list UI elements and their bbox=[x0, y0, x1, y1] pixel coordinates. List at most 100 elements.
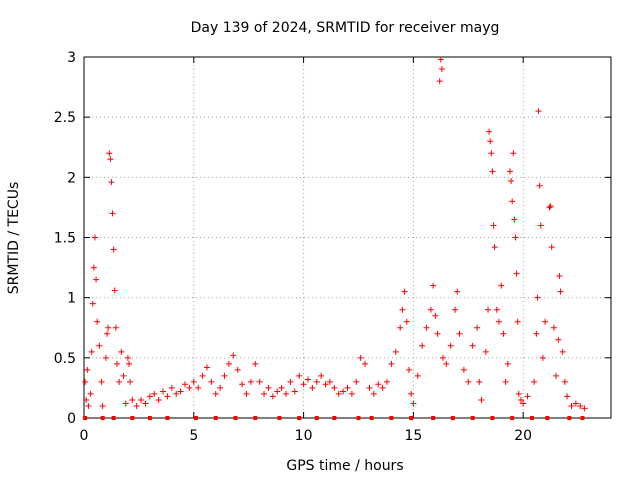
data-point bbox=[427, 306, 434, 313]
data-point bbox=[533, 330, 540, 337]
data-point bbox=[98, 378, 105, 385]
data-point bbox=[486, 128, 493, 135]
data-point bbox=[247, 378, 254, 385]
data-point bbox=[504, 360, 511, 367]
zero-marker bbox=[409, 416, 414, 420]
data-point bbox=[397, 324, 404, 331]
data-point bbox=[469, 342, 476, 349]
data-point bbox=[496, 318, 503, 325]
data-point bbox=[291, 388, 298, 395]
data-point bbox=[109, 210, 116, 217]
zero-marker bbox=[314, 416, 319, 420]
data-point bbox=[436, 78, 443, 85]
data-point bbox=[493, 306, 500, 313]
data-point bbox=[177, 388, 184, 395]
data-point bbox=[520, 400, 527, 407]
data-point bbox=[313, 378, 320, 385]
data-point bbox=[548, 244, 555, 251]
data-point bbox=[491, 244, 498, 251]
zero-marker bbox=[369, 416, 374, 420]
data-point bbox=[399, 306, 406, 313]
data-point bbox=[256, 378, 263, 385]
data-point bbox=[452, 306, 459, 313]
data-point bbox=[93, 276, 100, 283]
data-point bbox=[547, 203, 554, 210]
zero-marker bbox=[100, 416, 105, 420]
zero-marker bbox=[147, 416, 152, 420]
x-tick-labels: 0 5 10 15 20 bbox=[80, 428, 533, 444]
data-point bbox=[485, 306, 492, 313]
data-point bbox=[118, 348, 125, 355]
data-point bbox=[465, 378, 472, 385]
data-point bbox=[296, 372, 303, 379]
x-tick-label: 0 bbox=[80, 428, 89, 444]
data-point bbox=[120, 372, 127, 379]
data-point bbox=[379, 384, 386, 391]
data-point bbox=[553, 372, 560, 379]
data-point bbox=[108, 179, 115, 186]
zero-marker bbox=[580, 416, 585, 420]
zero-marker bbox=[130, 416, 135, 420]
data-point bbox=[155, 396, 162, 403]
data-point bbox=[557, 288, 564, 295]
data-point bbox=[434, 330, 441, 337]
data-point bbox=[440, 354, 447, 361]
data-point bbox=[531, 378, 538, 385]
zero-marker bbox=[297, 416, 302, 420]
data-point bbox=[331, 384, 338, 391]
data-point bbox=[564, 393, 571, 400]
zero-marker bbox=[233, 416, 238, 420]
x-tick-label: 10 bbox=[295, 428, 313, 444]
y-tick-label: 3 bbox=[67, 50, 76, 66]
x-tick-label: 5 bbox=[189, 428, 198, 444]
data-point bbox=[138, 396, 145, 403]
data-point bbox=[111, 287, 118, 294]
data-point bbox=[335, 390, 342, 397]
data-point bbox=[208, 378, 215, 385]
x-axis-label: GPS time / hours bbox=[286, 458, 403, 474]
zero-markers bbox=[83, 416, 585, 420]
data-point bbox=[82, 378, 89, 385]
data-point bbox=[437, 56, 444, 63]
data-point bbox=[160, 388, 167, 395]
y-tick-label: 0.5 bbox=[54, 351, 76, 367]
data-point bbox=[561, 378, 568, 385]
data-point bbox=[99, 402, 106, 409]
data-point bbox=[408, 390, 415, 397]
y-tick-label: 2 bbox=[67, 170, 76, 186]
data-point bbox=[217, 384, 224, 391]
zero-marker bbox=[213, 416, 218, 420]
data-point bbox=[384, 378, 391, 385]
data-point bbox=[326, 378, 333, 385]
data-point bbox=[87, 390, 94, 397]
data-point bbox=[403, 318, 410, 325]
data-point bbox=[278, 384, 285, 391]
data-point bbox=[261, 390, 268, 397]
data-point bbox=[375, 381, 382, 388]
data-point bbox=[318, 372, 325, 379]
data-point bbox=[550, 324, 557, 331]
data-point bbox=[90, 264, 97, 271]
data-point bbox=[102, 354, 109, 361]
data-point bbox=[212, 390, 219, 397]
data-point bbox=[146, 393, 153, 400]
data-point bbox=[512, 234, 519, 241]
data-point bbox=[234, 366, 241, 373]
data-point bbox=[498, 282, 505, 289]
data-point bbox=[487, 138, 494, 145]
data-point bbox=[476, 378, 483, 385]
data-point bbox=[85, 402, 92, 409]
data-point bbox=[514, 318, 521, 325]
data-point bbox=[105, 324, 112, 331]
axis-ticks bbox=[83, 56, 611, 419]
data-point bbox=[122, 400, 129, 407]
y-tick-labels: 0 0.5 1 1.5 2 2.5 3 bbox=[54, 50, 76, 427]
data-point bbox=[186, 384, 193, 391]
zero-marker bbox=[83, 416, 88, 420]
data-point bbox=[110, 246, 117, 253]
data-point bbox=[438, 66, 445, 73]
data-point bbox=[456, 330, 463, 337]
data-point bbox=[353, 378, 360, 385]
data-point bbox=[555, 336, 562, 343]
data-point bbox=[500, 330, 507, 337]
